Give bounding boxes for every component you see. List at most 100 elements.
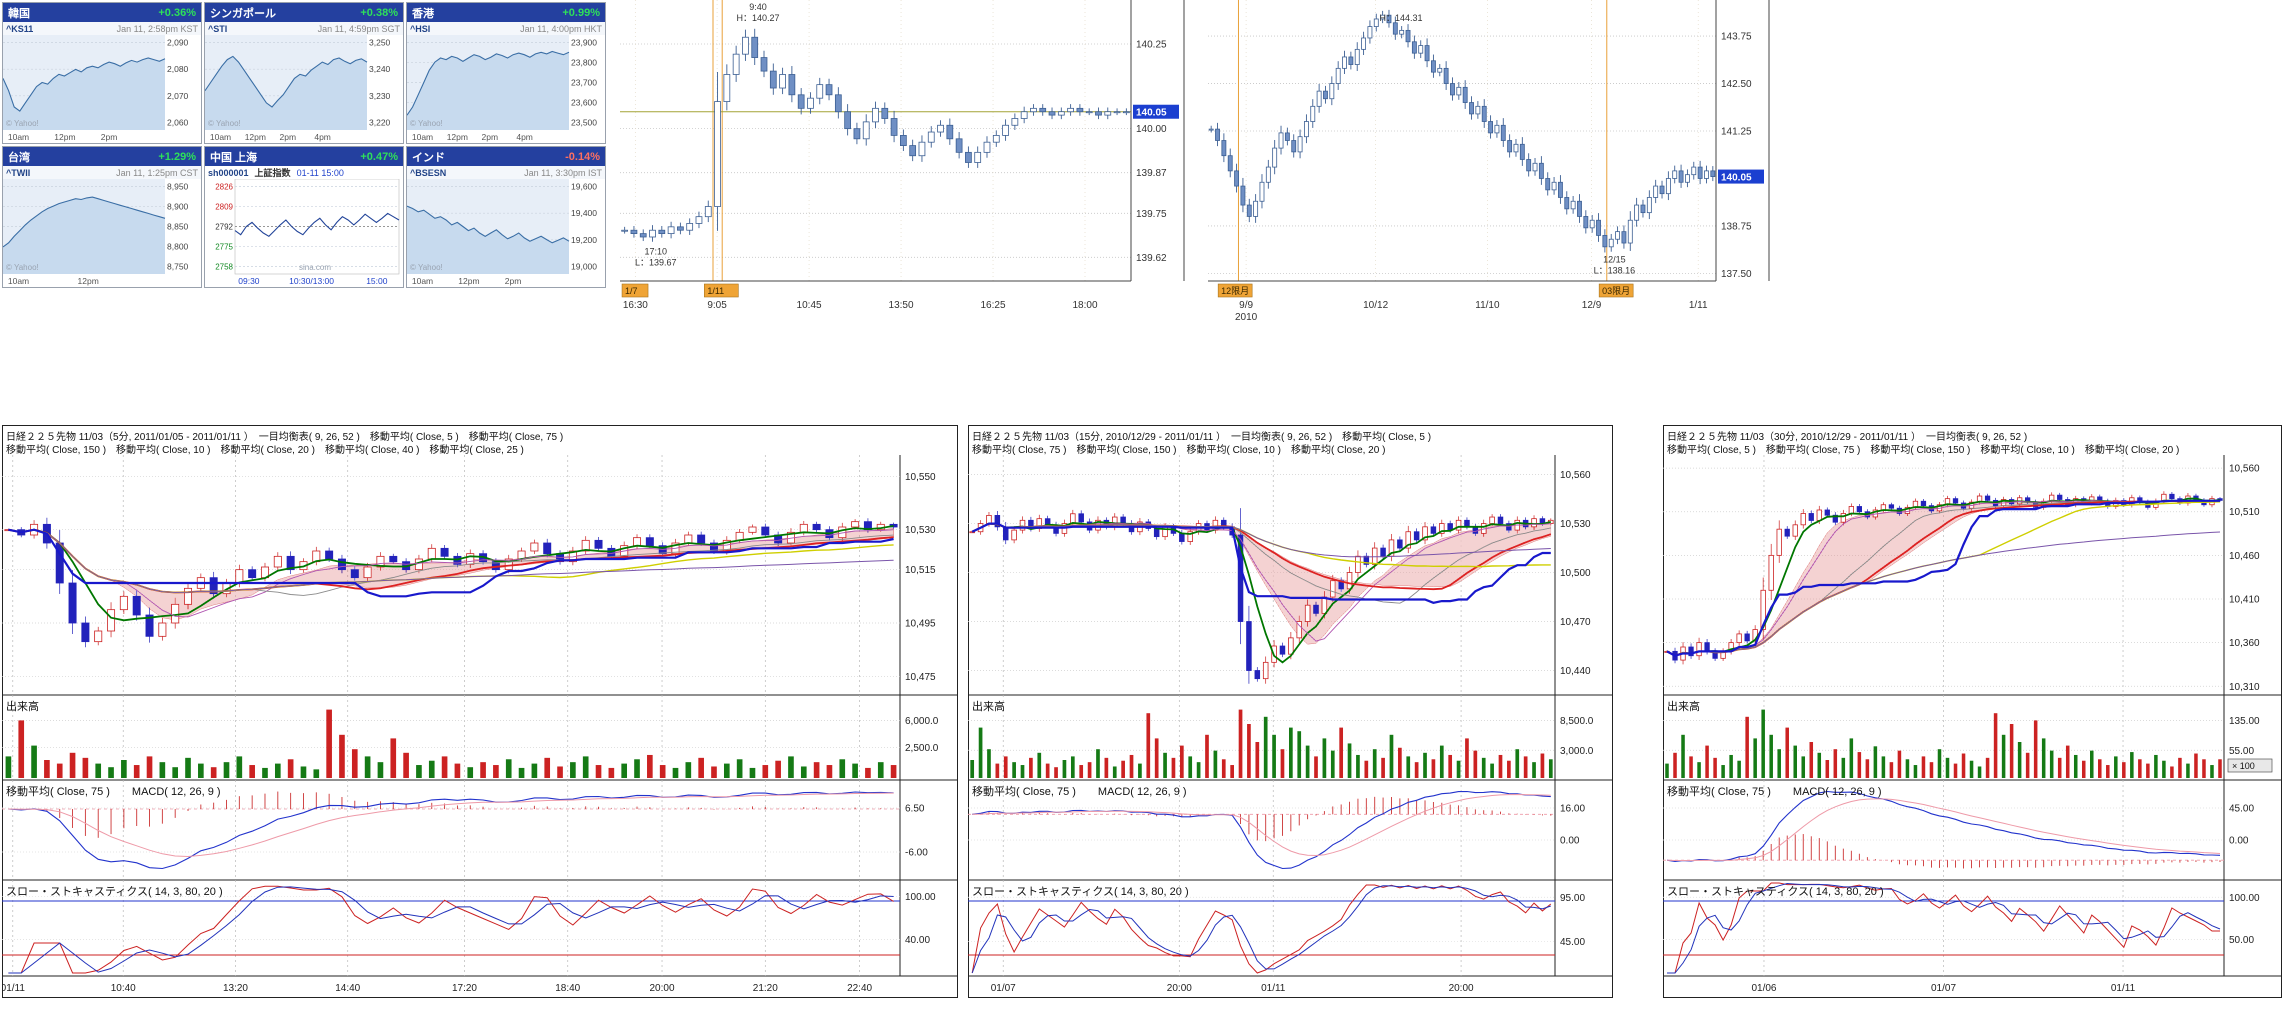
svg-text:10/12: 10/12 xyxy=(1363,300,1388,311)
svg-text:3,220: 3,220 xyxy=(369,117,391,127)
market-tile-china: 中国 上海 +0.47% sh000001 上証指数 01-11 15:00 2… xyxy=(204,146,404,288)
svg-text:10,495: 10,495 xyxy=(905,619,936,630)
candlestick-chart[interactable]: 143.75142.50141.25138.75137.509/910/1211… xyxy=(1208,0,1770,325)
market-tile-header[interactable]: 台湾 +1.29% xyxy=(3,147,201,166)
stochastics-section-label: スロー・ストキャスティクス( 14, 3, 80, 20 ) xyxy=(1667,883,1884,899)
market-symbol-link[interactable]: ^TWII xyxy=(6,168,30,178)
market-symbol-link[interactable]: ^BSESN xyxy=(410,168,446,178)
svg-text:10:40: 10:40 xyxy=(111,983,136,994)
jgb-futures-intraday-chart[interactable]: 140.25140.00139.87139.75139.6216:309:051… xyxy=(620,0,1185,325)
svg-text:17:10: 17:10 xyxy=(645,246,668,256)
svg-text:2809: 2809 xyxy=(215,203,233,212)
market-symbol-link[interactable]: sh000001 xyxy=(208,168,249,178)
market-tile-header[interactable]: インド -0.14% xyxy=(407,147,605,166)
svg-text:10,460: 10,460 xyxy=(2229,551,2260,562)
market-name: 香港 xyxy=(412,5,434,21)
sparkline-chart[interactable]: 19,60019,40019,20019,000© Yahoo!10am12pm… xyxy=(407,179,605,287)
nikkei-futures-panel-30min[interactable]: 01/0601/0701/1110,56010,51010,46010,4101… xyxy=(1663,425,2282,998)
svg-text:© Yahoo!: © Yahoo! xyxy=(208,119,241,128)
svg-text:10,560: 10,560 xyxy=(2229,464,2260,475)
svg-text:23,800: 23,800 xyxy=(571,58,597,68)
svg-text:2,070: 2,070 xyxy=(167,91,189,101)
technical-chart[interactable]: 01/0720:0001/1120:0010,56010,53010,50010… xyxy=(968,425,1613,998)
svg-text:H：144.31: H：144.31 xyxy=(1380,13,1423,23)
market-symbol-link[interactable]: ^HSI xyxy=(410,24,430,34)
market-name: シンガポール xyxy=(210,5,276,21)
svg-text:9:05: 9:05 xyxy=(707,300,727,311)
sparkline-chart[interactable]: 3,2503,2403,2303,220© Yahoo!10am12pm2pm4… xyxy=(205,35,403,143)
panel-title-line2: 移動平均( Close, 150 ) 移動平均( Close, 10 ) 移動平… xyxy=(6,441,956,456)
svg-text:21:20: 21:20 xyxy=(753,983,778,994)
market-change: +0.47% xyxy=(360,151,398,163)
svg-text:16:30: 16:30 xyxy=(623,300,648,311)
svg-text:9:40: 9:40 xyxy=(749,2,767,12)
svg-text:2pm: 2pm xyxy=(505,276,522,286)
market-tile-header[interactable]: 香港 +0.99% xyxy=(407,3,605,22)
nikkei-futures-panel-5min[interactable]: 01/1110:4013:2014:4017:2018:4020:0021:20… xyxy=(2,425,958,998)
svg-text:2010: 2010 xyxy=(1235,312,1258,323)
svg-text:8,950: 8,950 xyxy=(167,182,189,192)
svg-text:8,800: 8,800 xyxy=(167,241,189,251)
asia-markets-grid: 韓国 +0.36% ^KS11 Jan 11, 2:58pm KST 2,090… xyxy=(2,2,608,288)
svg-text:12/9: 12/9 xyxy=(1582,300,1602,311)
market-tile-subheader: ^BSESN Jan 11, 3:30pm IST xyxy=(407,166,605,179)
svg-text:140.05: 140.05 xyxy=(1136,108,1167,119)
macd-section-label: 移動平均( Close, 75 ) MACD( 12, 26, 9 ) xyxy=(6,783,221,799)
market-name: 韓国 xyxy=(8,5,30,21)
svg-text:03限月: 03限月 xyxy=(1602,286,1630,296)
svg-text:-6.00: -6.00 xyxy=(905,848,928,859)
svg-text:1/11: 1/11 xyxy=(1689,300,1708,311)
svg-text:2826: 2826 xyxy=(215,183,233,192)
market-timestamp: Jan 11, 4:00pm HKT xyxy=(520,24,602,34)
svg-text:19,400: 19,400 xyxy=(571,208,597,218)
svg-text:10,500: 10,500 xyxy=(1560,568,1591,579)
sparkline-chart[interactable]: 23,90023,80023,70023,60023,500© Yahoo!10… xyxy=(407,35,605,143)
svg-text:22:40: 22:40 xyxy=(847,983,872,994)
market-tile-header[interactable]: 韓国 +0.36% xyxy=(3,3,201,22)
svg-text:137.50: 137.50 xyxy=(1721,269,1752,280)
index-name: 上証指数 xyxy=(255,166,291,179)
market-tile-subheader: ^KS11 Jan 11, 2:58pm KST xyxy=(3,22,201,35)
svg-text:10am: 10am xyxy=(412,276,433,286)
svg-text:10am: 10am xyxy=(8,132,29,142)
market-tile-hongkong: 香港 +0.99% ^HSI Jan 11, 4:00pm HKT 23,900… xyxy=(406,2,606,144)
market-change: -0.14% xyxy=(565,151,600,163)
sparkline-chart[interactable]: 28262809279227752758sina.com09:3010:30/1… xyxy=(205,179,403,287)
svg-text:© Yahoo!: © Yahoo! xyxy=(6,119,39,128)
market-tile-header[interactable]: 中国 上海 +0.47% xyxy=(205,147,403,166)
technical-chart[interactable]: 01/1110:4013:2014:4017:2018:4020:0021:20… xyxy=(2,425,958,998)
nikkei-futures-panel-15min[interactable]: 01/0720:0001/1120:0010,56010,53010,50010… xyxy=(968,425,1613,998)
svg-text:10,530: 10,530 xyxy=(1560,519,1591,530)
market-change: +0.36% xyxy=(158,7,196,19)
svg-text:1/11: 1/11 xyxy=(707,286,724,296)
sparkline-chart[interactable]: 2,0902,0802,0702,060© Yahoo!10am12pm2pm xyxy=(3,35,201,143)
macd-section-label: 移動平均( Close, 75 ) MACD( 12, 26, 9 ) xyxy=(972,783,1187,799)
svg-text:10,550: 10,550 xyxy=(905,472,936,483)
market-symbol-link[interactable]: ^KS11 xyxy=(6,24,33,34)
macd-section-label: 移動平均( Close, 75 ) MACD( 12, 26, 9 ) xyxy=(1667,783,1882,799)
svg-text:14:40: 14:40 xyxy=(335,983,360,994)
svg-text:10:45: 10:45 xyxy=(797,300,822,311)
svg-text:18:00: 18:00 xyxy=(1072,300,1097,311)
market-name: 台湾 xyxy=(8,149,30,165)
svg-text:140.25: 140.25 xyxy=(1136,40,1167,51)
jgb-futures-daily-chart[interactable]: 143.75142.50141.25138.75137.509/910/1211… xyxy=(1208,0,1770,325)
market-symbol-link[interactable]: ^STI xyxy=(208,24,227,34)
svg-text:3,000.0: 3,000.0 xyxy=(1560,746,1594,757)
svg-text:3,250: 3,250 xyxy=(369,38,391,48)
candlestick-chart[interactable]: 140.25140.00139.87139.75139.6216:309:051… xyxy=(620,0,1185,325)
sparkline-chart[interactable]: 8,9508,9008,8508,8008,750© Yahoo!10am12p… xyxy=(3,179,201,287)
svg-text:© Yahoo!: © Yahoo! xyxy=(410,263,443,272)
market-tile-subheader: ^TWII Jan 11, 1:25pm CST xyxy=(3,166,201,179)
svg-text:139.62: 139.62 xyxy=(1136,253,1167,264)
svg-text:01/11: 01/11 xyxy=(1261,983,1286,994)
svg-text:10,470: 10,470 xyxy=(1560,617,1591,628)
svg-text:100.00: 100.00 xyxy=(905,892,936,903)
technical-chart[interactable]: 01/0601/0701/1110,56010,51010,46010,4101… xyxy=(1663,425,2282,998)
svg-text:8,850: 8,850 xyxy=(167,222,189,232)
svg-text:23,600: 23,600 xyxy=(571,97,597,107)
market-timestamp: Jan 11, 1:25pm CST xyxy=(116,168,198,178)
stochastics-section-label: スロー・ストキャスティクス( 14, 3, 80, 20 ) xyxy=(972,883,1189,899)
market-tile-header[interactable]: シンガポール +0.38% xyxy=(205,3,403,22)
svg-text:10,475: 10,475 xyxy=(905,672,936,683)
